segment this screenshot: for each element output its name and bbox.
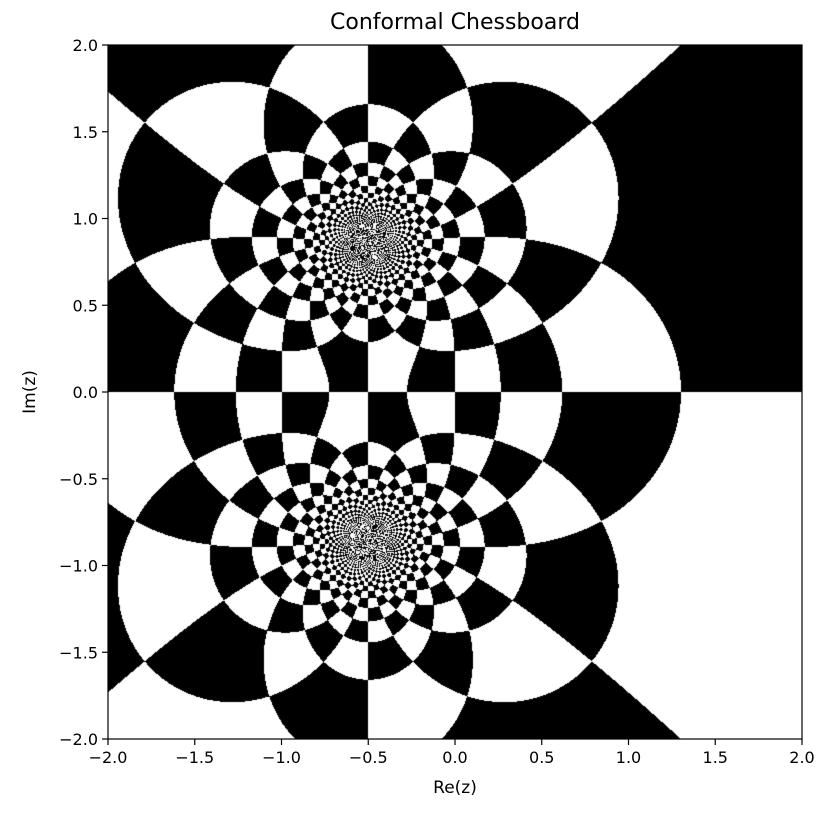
- y-tick-label: 1.5: [73, 123, 98, 142]
- x-tick-label: 1.0: [616, 748, 641, 767]
- y-tick-label: 1.0: [73, 210, 98, 229]
- x-tick-label: 0.0: [442, 748, 467, 767]
- y-tick-label: −2.0: [59, 730, 98, 749]
- x-tick-label: −2.0: [89, 748, 128, 767]
- y-tick-label: 0.0: [73, 383, 98, 402]
- x-tick-label: −1.0: [262, 748, 301, 767]
- plot-frame: [107, 44, 803, 740]
- x-tick-label: 2.0: [789, 748, 814, 767]
- x-axis-label: Re(z): [433, 778, 477, 798]
- chart-title: Conformal Chessboard: [330, 10, 580, 35]
- y-tick-label: 2.0: [73, 36, 98, 55]
- y-axis-label: Im(z): [20, 370, 40, 414]
- y-tick-label: 0.5: [73, 296, 98, 315]
- x-tick-label: 0.5: [529, 748, 554, 767]
- x-tick-label: 1.5: [703, 748, 728, 767]
- y-tick-label: −1.5: [59, 643, 98, 662]
- x-tick-label: −0.5: [349, 748, 388, 767]
- x-tick-label: −1.5: [175, 748, 214, 767]
- y-tick-label: −1.0: [59, 557, 98, 576]
- chessboard-image: [108, 45, 802, 739]
- y-tick-label: −0.5: [59, 470, 98, 489]
